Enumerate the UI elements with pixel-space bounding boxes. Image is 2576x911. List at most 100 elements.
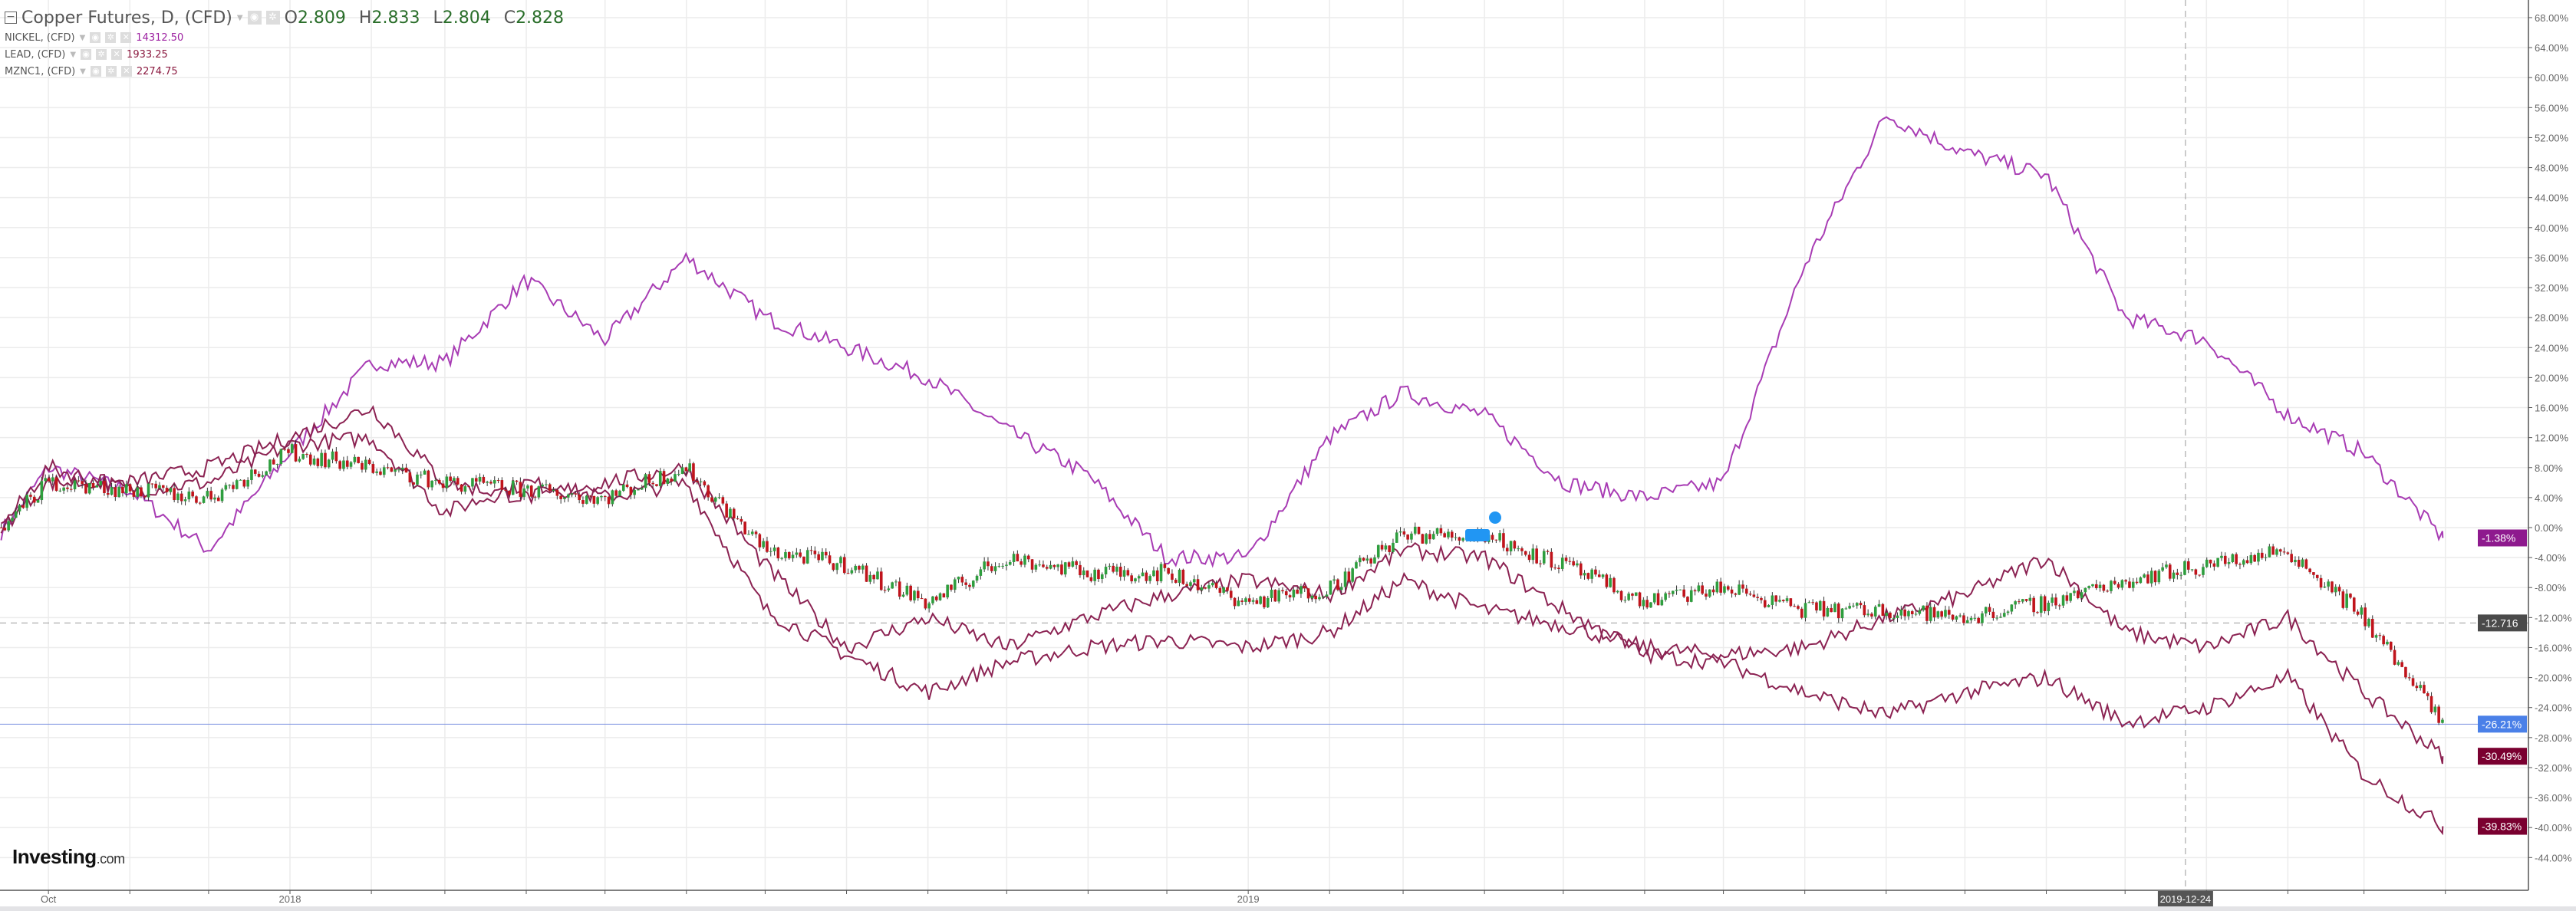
overlay-title[interactable]: NICKEL, (CFD) — [5, 31, 75, 44]
candle — [1877, 603, 1881, 607]
candle — [1259, 596, 1262, 604]
candle — [1108, 565, 1112, 567]
candle — [2429, 696, 2433, 712]
candle — [1450, 531, 1454, 538]
y-tick-label: 12.00% — [2535, 432, 2569, 444]
chevron-down-icon[interactable]: ▼ — [80, 67, 86, 76]
candle — [1263, 596, 1266, 608]
pp-marker-icon[interactable] — [1465, 529, 1490, 541]
candle — [324, 452, 327, 468]
gear-icon[interactable]: ✲ — [105, 32, 117, 43]
candle — [1546, 551, 1550, 552]
candle — [1763, 600, 1767, 607]
candle — [2076, 590, 2080, 599]
candle — [272, 459, 275, 465]
overlay-title[interactable]: MZNC1, (CFD) — [5, 65, 76, 77]
candle — [776, 548, 780, 559]
candle — [920, 598, 924, 600]
candle — [2212, 563, 2216, 567]
candle — [2227, 562, 2231, 564]
candle — [987, 561, 990, 567]
candle — [2024, 599, 2028, 601]
close-icon[interactable]: ✕ — [120, 32, 132, 43]
candle — [710, 497, 713, 502]
eye-icon[interactable]: ◉ — [90, 66, 101, 77]
collapse-icon[interactable]: − — [5, 12, 17, 24]
close-icon[interactable]: ✕ — [111, 49, 123, 60]
candle — [379, 471, 382, 475]
gear-icon[interactable]: ✲ — [105, 66, 117, 77]
candle — [2069, 593, 2072, 601]
candle — [169, 488, 173, 492]
y-tick-label: 36.00% — [2535, 252, 2569, 264]
eye-icon[interactable]: ◉ — [81, 49, 92, 60]
candle — [2113, 580, 2116, 584]
candle — [901, 594, 905, 597]
candle — [813, 551, 817, 554]
candle — [1734, 593, 1738, 595]
candle — [2304, 559, 2308, 569]
candle — [1325, 594, 1329, 597]
candle — [1026, 555, 1030, 560]
main-series-title[interactable]: Copper Futures, D, (CFD) — [21, 8, 232, 28]
candle — [997, 566, 1001, 567]
candle — [2294, 560, 2297, 563]
y-tick-label: 68.00% — [2535, 12, 2569, 24]
pivot-marker-icon[interactable] — [1489, 511, 1501, 524]
gear-icon[interactable]: ✲ — [96, 49, 107, 60]
candle — [1089, 577, 1093, 581]
chevron-down-icon[interactable]: ▼ — [70, 50, 77, 59]
candle — [1708, 589, 1711, 597]
candle — [688, 463, 691, 472]
candle — [158, 485, 161, 488]
eye-icon[interactable]: ◉ — [90, 32, 101, 43]
chevron-down-icon[interactable]: ▼ — [79, 33, 86, 42]
candle — [1240, 600, 1244, 602]
candle — [1237, 600, 1240, 607]
candle — [2116, 584, 2120, 588]
candle — [1115, 567, 1118, 572]
close-icon[interactable]: ✕ — [120, 66, 132, 77]
candle — [2253, 554, 2256, 562]
candle — [187, 492, 191, 500]
candle — [478, 476, 482, 482]
candle — [1527, 554, 1531, 561]
candle — [511, 480, 515, 495]
bottom-toolbar — [0, 906, 2576, 911]
candle — [581, 500, 585, 504]
candle — [559, 495, 562, 499]
candle — [2073, 590, 2076, 594]
overlay-title[interactable]: LEAD, (CFD) — [5, 48, 66, 61]
gear-icon[interactable]: ✲ — [265, 11, 280, 25]
price-axis[interactable]: 68.00% 64.00% 60.00% 56.00% 52.00% 48.00% 44.0… — [2528, 0, 2572, 890]
candle — [2308, 568, 2311, 573]
chevron-down-icon[interactable]: ▼ — [236, 13, 243, 22]
candle — [2087, 586, 2090, 588]
candle — [232, 485, 235, 489]
close-value: 2.828 — [516, 8, 565, 28]
event-markers[interactable] — [1465, 511, 1501, 541]
candle — [427, 470, 430, 488]
candle — [1270, 590, 1273, 598]
candle — [1251, 600, 1255, 602]
time-axis[interactable]: Oct 2018 2019 2019-12-24 — [0, 890, 2528, 906]
candle — [110, 487, 114, 495]
candle — [1155, 570, 1159, 582]
candle — [1513, 541, 1517, 549]
candle — [846, 573, 850, 574]
candle — [1373, 557, 1376, 564]
candle — [596, 497, 599, 504]
candle — [2043, 596, 2047, 611]
eye-icon[interactable]: ◉ — [247, 11, 262, 25]
candle — [2057, 605, 2061, 607]
candle — [2382, 636, 2385, 645]
candle — [2157, 571, 2161, 583]
candle — [677, 473, 680, 475]
candle — [2084, 587, 2087, 593]
candle — [946, 584, 949, 598]
candle — [740, 518, 743, 522]
candle — [809, 550, 813, 551]
candle — [500, 480, 504, 490]
candle — [828, 555, 832, 564]
